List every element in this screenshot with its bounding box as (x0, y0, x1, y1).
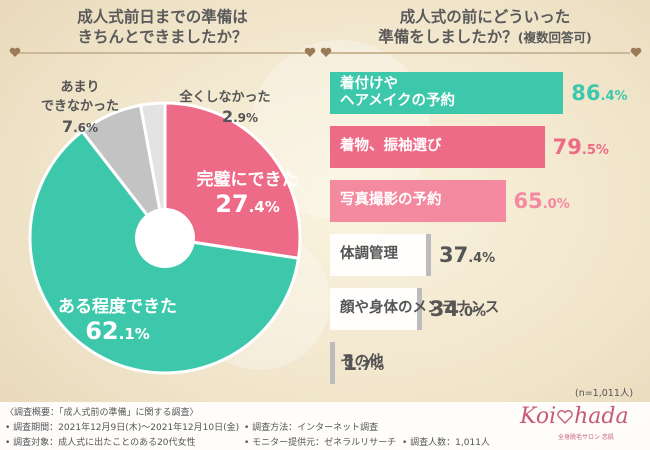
footer-count: • 調査人数：1,011人 (402, 438, 490, 448)
heart-icon (557, 410, 573, 424)
bar (330, 180, 506, 222)
bar-value: 1.7% (342, 351, 385, 375)
bar-label: 着物、振袖選び (340, 138, 442, 154)
bar (330, 126, 545, 168)
right-title-line: 成人式の前にどういった (399, 8, 571, 26)
bar-value: 37.4% (438, 243, 496, 267)
left-divider (15, 52, 310, 54)
pie-slice (163, 101, 302, 260)
pie-label-kanpeki: 完璧にできた 27.4% (180, 165, 315, 218)
heart-icon (630, 47, 642, 57)
right-title-line: 準備をしましたか？(複数回答可) (378, 28, 592, 46)
donut-hole (135, 208, 195, 268)
left-title-line: 成人式前日までの準備は (77, 8, 248, 26)
bar (330, 72, 564, 114)
heart-icon (320, 47, 332, 57)
heart-icon (304, 47, 316, 57)
footer-provider: • モニター提供元：ゼネラルリサーチ (244, 438, 397, 448)
pie-label-value: 27.4% (215, 190, 280, 218)
bar-value: 34.0% (429, 297, 487, 321)
bar (330, 288, 422, 330)
footer-target: • 調査対象：成人式に出たことのある20代女性 (5, 438, 196, 448)
footer-method: • 調査方法：インターネット調査 (244, 423, 379, 433)
left-title-line: きちんとできましたか？ (77, 28, 248, 46)
bar-value: 65.0% (513, 189, 570, 213)
footer: 〈調査概要：「成人式前の準備」に関する調査〉 • 調査期間：2021年12月9日… (0, 402, 650, 450)
bar-label: 体調管理 (340, 246, 398, 262)
bar (330, 342, 335, 384)
pie-label-name: 全くしなかった (179, 90, 271, 105)
bar-label: 顔や身体のメンテナンス (340, 300, 500, 316)
bar-label: 写真撮影の予約 (340, 192, 442, 208)
pie-slice (138, 101, 167, 239)
bar-label: 着付けや ヘアメイクの予約 (340, 76, 455, 109)
pie-label-name: できなかった (40, 99, 119, 114)
footer-period: • 調査期間：2021年12月9日(木)〜2021年12月10日(金) (5, 423, 240, 433)
bar-label: その他 (340, 354, 384, 370)
bar-value: 79.5% (552, 135, 609, 159)
pie-label-name: ある程度できた (58, 297, 177, 317)
right-title-sub: (複数回答可) (517, 30, 592, 45)
sample-size-note: (n=1,011人) (575, 388, 634, 399)
bar (330, 234, 431, 276)
left-title: 成人式前日までの準備は きちんとできましたか？ (35, 7, 290, 47)
pie-label-aru: ある程度できた 62.1% (30, 292, 205, 345)
pie-label-amari: あまり できなかった 7.6% (20, 76, 140, 136)
right-divider (325, 52, 630, 54)
pie-label-name: あまり (60, 80, 100, 95)
pie-label-value: 2.9% (221, 107, 259, 126)
pie-label-value: 7.6% (61, 117, 99, 136)
heart-icon (9, 47, 21, 57)
pie-label-mattaku: 全くしなかった 2.9% (155, 86, 295, 126)
bar-value: 86.4% (571, 81, 628, 105)
pie-label-value: 62.1% (85, 317, 150, 345)
footer-survey-title: 〈調査概要：「成人式前の準備」に関する調査〉 (5, 408, 199, 418)
donut-chart (28, 101, 302, 375)
logo: Koi hada (520, 404, 629, 429)
pie-label-name: 完璧にできた (196, 170, 299, 190)
logo-subtitle: 全身脱毛サロン 恋肌 (558, 434, 614, 441)
right-title: 成人式の前にどういった 準備をしましたか？(複数回答可) (345, 7, 625, 48)
